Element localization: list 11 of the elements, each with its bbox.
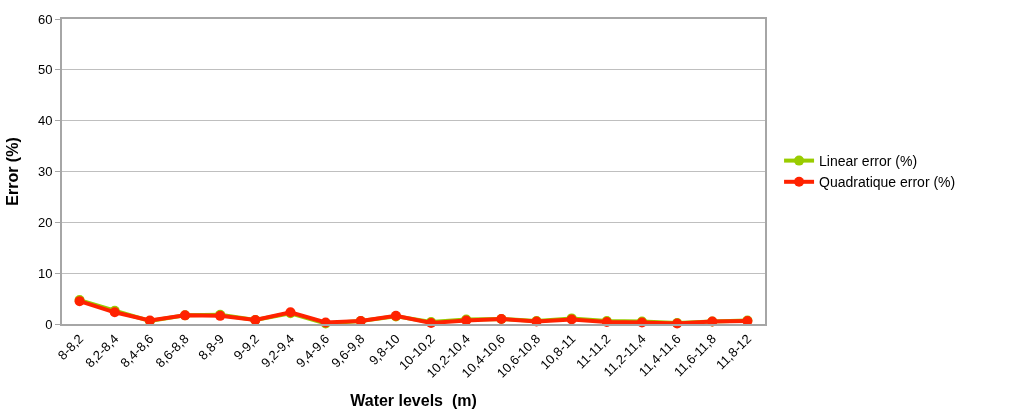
y-tick-label: 20: [37, 214, 53, 230]
y-tick-label: 0: [45, 316, 53, 332]
legend-label: Linear error (%): [819, 153, 918, 170]
y-tick-label: 10: [37, 265, 53, 281]
y-tick-label: 50: [37, 62, 53, 78]
y-axis-title: Error (%): [4, 137, 22, 206]
x-axis-title: Water levels (m): [350, 391, 477, 409]
legend-label: Quadratique error (%): [819, 174, 956, 191]
y-tick-label: 30: [37, 164, 53, 180]
y-tick-label: 60: [37, 11, 53, 27]
y-tick-label: 40: [37, 113, 53, 129]
